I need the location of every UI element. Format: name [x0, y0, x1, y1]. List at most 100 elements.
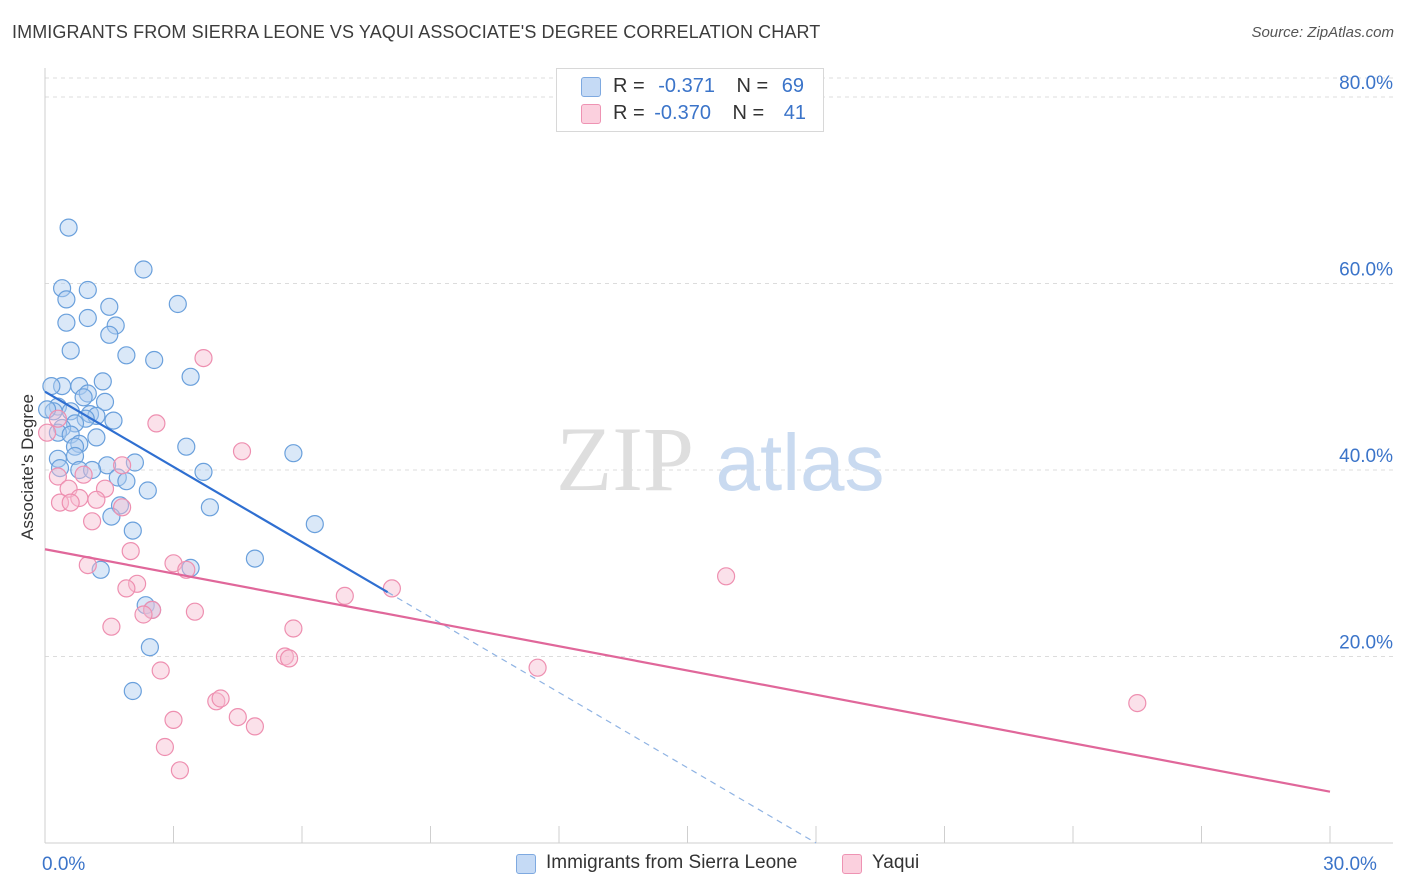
- series-legend: Immigrants from Sierra Leone Yaqui: [0, 852, 1406, 876]
- point-sierra-leone: [61, 341, 80, 360]
- point-yaqui: [102, 617, 121, 636]
- legend-swatch-blue: [581, 77, 601, 97]
- x-tick-label: 30.0%: [1323, 854, 1377, 875]
- point-yaqui: [37, 423, 57, 442]
- point-sierra-leone: [134, 260, 153, 279]
- point-yaqui: [280, 649, 299, 668]
- point-yaqui: [50, 493, 70, 512]
- legend-swatch-pink: [581, 104, 601, 124]
- point-yaqui: [143, 600, 162, 620]
- y-tick-label: 40.0%: [1339, 446, 1393, 467]
- legend-swatch-pink: [842, 854, 862, 874]
- point-sierra-leone: [74, 388, 93, 407]
- point-yaqui: [170, 761, 189, 780]
- point-yaqui: [48, 467, 68, 486]
- point-yaqui: [112, 456, 132, 475]
- trend-line-sierra-leone: [44, 390, 389, 594]
- grid-lines: [45, 77, 1393, 657]
- point-sierra-leone: [57, 313, 76, 332]
- point-sierra-leone: [245, 549, 264, 568]
- chart-source: Source: ZipAtlas.com: [1251, 24, 1394, 41]
- point-sierra-leone: [52, 279, 72, 298]
- point-yaqui: [232, 442, 252, 461]
- point-sierra-leone: [117, 346, 136, 365]
- point-sierra-leone: [93, 372, 112, 391]
- n-label: N =: [732, 102, 765, 124]
- point-sierra-leone: [76, 409, 95, 428]
- point-sierra-leone: [100, 297, 119, 316]
- point-sierra-leone: [95, 392, 115, 411]
- watermark-atlas: atlas: [716, 418, 885, 507]
- point-yaqui: [87, 490, 106, 509]
- y-tick-label: 60.0%: [1339, 260, 1393, 281]
- y-tick-label: 80.0%: [1339, 73, 1393, 94]
- n-value: 69: [781, 75, 805, 97]
- point-yaqui: [528, 658, 547, 677]
- point-yaqui: [1128, 693, 1147, 713]
- point-yaqui: [82, 512, 102, 531]
- data-points: [37, 218, 1147, 780]
- y-axis-label: Associate's Degree: [18, 394, 37, 540]
- point-yaqui: [211, 689, 230, 708]
- point-sierra-leone: [65, 446, 85, 466]
- point-yaqui: [164, 710, 183, 730]
- r-label: R =: [613, 102, 645, 124]
- point-yaqui: [228, 707, 247, 727]
- point-yaqui: [151, 661, 170, 680]
- point-yaqui: [716, 567, 736, 586]
- point-yaqui: [147, 414, 166, 433]
- n-label: N =: [736, 75, 769, 97]
- point-yaqui: [121, 541, 140, 561]
- point-sierra-leone: [305, 514, 324, 534]
- point-sierra-leone: [140, 638, 159, 657]
- legend-swatch-blue: [516, 854, 536, 874]
- watermark-zip: ZIP: [556, 408, 694, 510]
- point-sierra-leone: [78, 308, 97, 328]
- axes: [44, 68, 1393, 844]
- point-sierra-leone: [59, 218, 78, 237]
- legend-label-yaqui: Yaqui: [872, 852, 920, 873]
- point-sierra-leone: [87, 428, 106, 447]
- point-sierra-leone: [106, 316, 125, 335]
- point-yaqui: [48, 409, 68, 428]
- chart-title: IMMIGRANTS FROM SIERRA LEONE VS YAQUI AS…: [12, 22, 821, 42]
- r-label: R =: [613, 75, 645, 97]
- point-yaqui: [112, 498, 132, 517]
- point-yaqui: [74, 465, 93, 484]
- point-sierra-leone: [123, 521, 142, 540]
- point-sierra-leone: [145, 350, 164, 370]
- r-value: -0.370: [654, 102, 711, 124]
- trend-lines: [44, 390, 1331, 844]
- point-sierra-leone: [65, 437, 85, 456]
- point-sierra-leone: [200, 498, 219, 517]
- y-tick-label: 20.0%: [1339, 633, 1393, 654]
- point-yaqui: [155, 737, 174, 757]
- point-sierra-leone: [104, 411, 123, 430]
- r-value: -0.371: [658, 75, 715, 97]
- point-sierra-leone: [168, 294, 187, 314]
- point-sierra-leone: [194, 462, 213, 481]
- point-sierra-leone: [177, 437, 196, 456]
- point-sierra-leone: [117, 472, 136, 491]
- tick-labels: 20.0% 40.0% 60.0% 80.0% 0.0% 30.0%: [42, 73, 1393, 875]
- point-yaqui: [61, 493, 80, 512]
- point-yaqui: [134, 605, 153, 624]
- point-yaqui: [117, 579, 136, 598]
- point-sierra-leone: [123, 681, 142, 701]
- n-value: 41: [783, 102, 807, 124]
- correlation-legend: R = -0.371 N = 69 R = -0.370 N = 41: [556, 68, 824, 132]
- point-sierra-leone: [138, 481, 157, 500]
- trend-line-yaqui: [44, 548, 1331, 793]
- point-sierra-leone: [82, 460, 102, 480]
- point-yaqui: [185, 602, 204, 621]
- zipatlas-watermark: ZIP atlas: [556, 408, 884, 510]
- legend-label-sierra-leone: Immigrants from Sierra Leone: [546, 852, 798, 873]
- trend-line-sierra-leone-extension: [387, 591, 817, 844]
- point-sierra-leone: [284, 444, 303, 463]
- point-yaqui: [194, 349, 213, 368]
- point-sierra-leone: [181, 367, 200, 386]
- point-sierra-leone: [100, 325, 119, 344]
- point-yaqui: [245, 717, 264, 736]
- point-yaqui: [128, 574, 147, 593]
